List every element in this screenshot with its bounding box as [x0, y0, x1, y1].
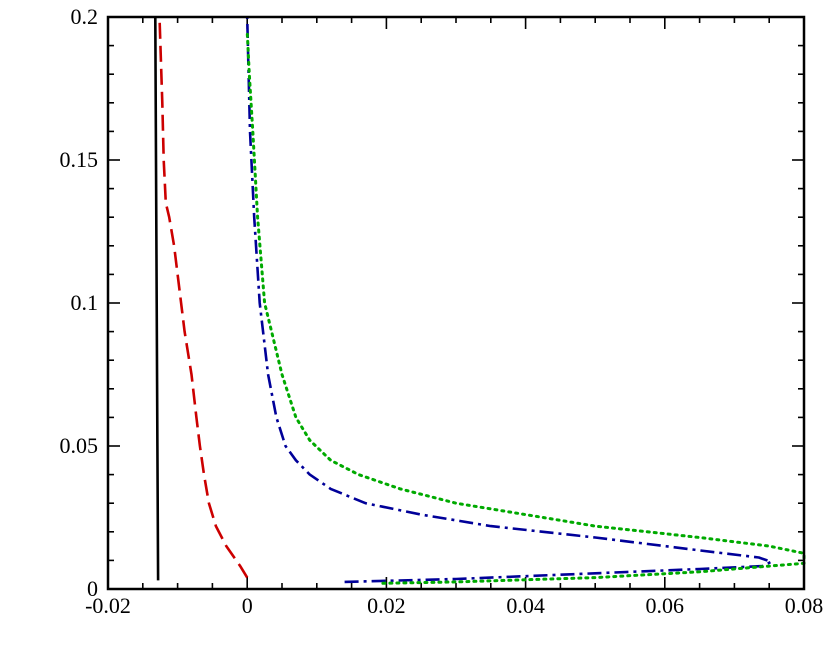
series-dotted-line	[245, 29, 806, 585]
series-dashed-line	[158, 16, 249, 579]
y-tick-label: 0.2	[71, 4, 99, 29]
y-tick-label: 0.1	[71, 290, 99, 315]
y-tick-labels: 0 0.05 0.1 0.15 0.2	[60, 4, 99, 601]
x-tick-label: 0	[242, 593, 253, 618]
y-tick-label: 0	[87, 576, 98, 601]
x-tick-label: 0.04	[506, 593, 545, 618]
x-tick-label: 0.02	[367, 593, 406, 618]
y-tick-label: 0.05	[60, 433, 99, 458]
series-layer	[154, 16, 806, 585]
y-tick-label: 0.15	[60, 147, 99, 172]
x-tick-label: 0.06	[646, 593, 685, 618]
series-solid-line	[154, 16, 160, 581]
x-tick-label: 0.08	[785, 593, 824, 618]
plot-frame	[106, 15, 806, 591]
x-tick-labels: -0.02 0 0.02 0.04 0.06 0.08	[85, 593, 823, 618]
x-tick-label: -0.02	[85, 593, 131, 618]
